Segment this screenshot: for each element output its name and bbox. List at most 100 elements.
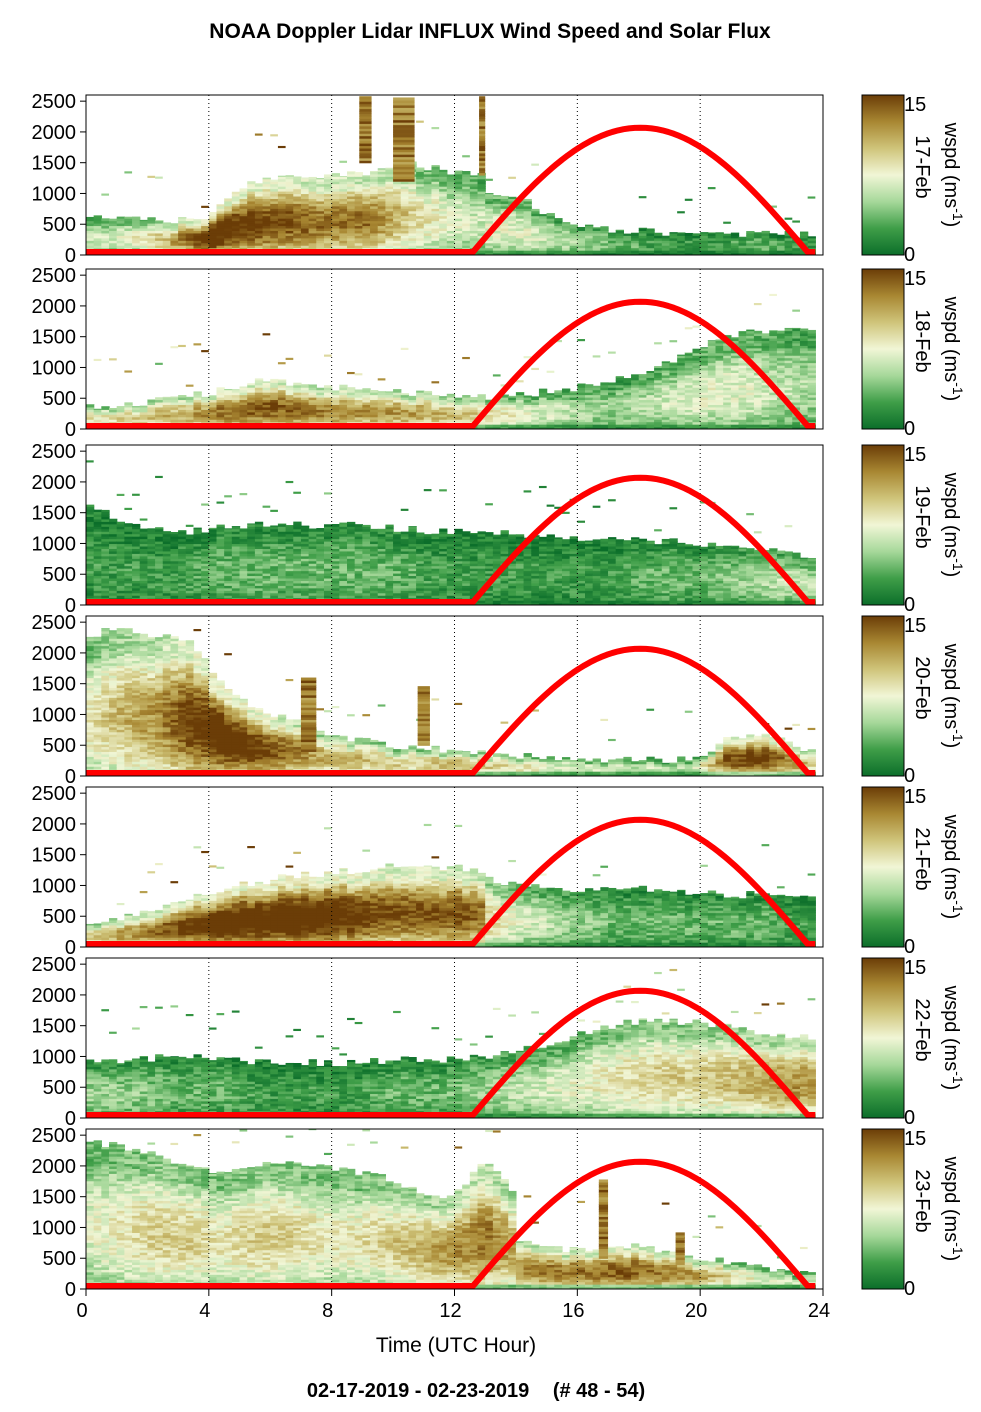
heatmap-cell (155, 555, 164, 559)
heatmap-cell (654, 419, 663, 423)
heatmap-cell (155, 575, 164, 579)
heatmap-cell (631, 374, 640, 378)
heatmap-cell (707, 242, 717, 246)
heatmap-cell (538, 245, 548, 249)
heatmap-cell (707, 350, 717, 354)
heatmap-cell (185, 396, 195, 398)
heatmap-cell (761, 347, 770, 351)
heatmap-cell (500, 421, 509, 425)
heatmap-cell (116, 560, 125, 564)
heatmap-cell (531, 252, 540, 255)
heatmap-cell (178, 555, 187, 559)
heatmap-cell (239, 188, 248, 192)
heatmap-cell (308, 203, 317, 207)
heatmap-cell (231, 587, 241, 591)
heatmap-cell (485, 200, 494, 204)
y-tick-label: 0 (65, 245, 76, 267)
heatmap-cell (162, 533, 172, 537)
heatmap-cell (416, 414, 425, 418)
heatmap-cell (523, 404, 532, 408)
heatmap-cell (254, 218, 264, 222)
heatmap-cell (730, 235, 740, 239)
heatmap-cell (377, 193, 387, 197)
heatmap-cell (446, 215, 456, 219)
heatmap-cell (239, 401, 248, 405)
heatmap-cell (654, 399, 663, 403)
heatmap-cell (270, 394, 279, 398)
heatmap-cell (331, 225, 340, 229)
heatmap-cell (400, 235, 410, 239)
heatmap-cell (615, 411, 624, 415)
heatmap-cell (746, 247, 755, 251)
heatmap-cell (231, 575, 241, 579)
heatmap-cell (538, 230, 548, 234)
heatmap-cell (116, 533, 125, 537)
heatmap-cell (500, 208, 509, 212)
heatmap-cell (231, 416, 241, 420)
heatmap-cell (323, 191, 333, 195)
heatmap-cell (393, 203, 402, 207)
heatmap-cell (93, 227, 102, 231)
heatmap-cell (462, 227, 471, 231)
heatmap-cell (277, 411, 287, 415)
heatmap-cell (93, 516, 102, 520)
heatmap-cell (776, 404, 786, 408)
heatmap-cell (446, 198, 456, 202)
heatmap-cell (185, 237, 195, 241)
heatmap-cell (615, 235, 624, 239)
heatmap-cell (715, 411, 724, 415)
heatmap-cell (216, 392, 225, 396)
heatmap-cell (139, 582, 149, 586)
heatmap-cell (784, 426, 793, 429)
heatmap-cell (761, 369, 770, 373)
heatmap-cell (654, 247, 663, 251)
heatmap-spike (393, 136, 415, 140)
heatmap-cell (439, 213, 448, 217)
heatmap-cell (201, 553, 210, 557)
heatmap-cell (285, 203, 294, 207)
heatmap-cell (170, 545, 179, 549)
heatmap-cell (208, 582, 218, 586)
heatmap-cell (753, 394, 763, 398)
heatmap-cell (646, 247, 655, 251)
heatmap-cell (201, 582, 210, 586)
heatmap-cell (132, 419, 141, 423)
heatmap-cell (247, 575, 256, 579)
heatmap-cell (546, 404, 555, 408)
heatmap-cell (569, 240, 578, 244)
heatmap-cell (393, 414, 402, 418)
heatmap-cell (761, 419, 770, 423)
heatmap-cell (723, 404, 732, 408)
heatmap-cell (193, 392, 202, 396)
heatmap-cell (769, 350, 778, 354)
heatmap-cell (178, 235, 187, 239)
heatmap-cell (224, 573, 233, 577)
heatmap-cell (193, 227, 202, 231)
heatmap-cell (262, 526, 271, 530)
heatmap-cell (792, 377, 801, 381)
heatmap-cell (523, 237, 532, 241)
heatmap-cell (201, 225, 210, 229)
heatmap-cell (738, 369, 747, 373)
heatmap-cell (377, 237, 387, 241)
heatmap-cell (792, 416, 801, 420)
heatmap-cell (615, 237, 624, 241)
heatmap-cell (132, 235, 141, 239)
heatmap-cell (600, 230, 609, 234)
heatmap-cell (155, 230, 164, 234)
heatmap-cell (631, 411, 640, 415)
heatmap-cell (769, 404, 778, 408)
heatmap-cell (331, 191, 340, 195)
heatmap-cell (600, 235, 609, 239)
heatmap-cell (300, 191, 310, 195)
heatmap-cell (139, 577, 149, 581)
heatmap-cell (224, 590, 233, 594)
heatmap-cell (600, 426, 609, 429)
heatmap-cell (515, 235, 525, 239)
heatmap-cell (638, 232, 648, 236)
heatmap-cell (669, 362, 678, 366)
heatmap-cell (208, 232, 218, 236)
heatmap-cell (293, 230, 302, 234)
heatmap-cell (231, 230, 241, 234)
heatmap-cell (715, 426, 724, 429)
